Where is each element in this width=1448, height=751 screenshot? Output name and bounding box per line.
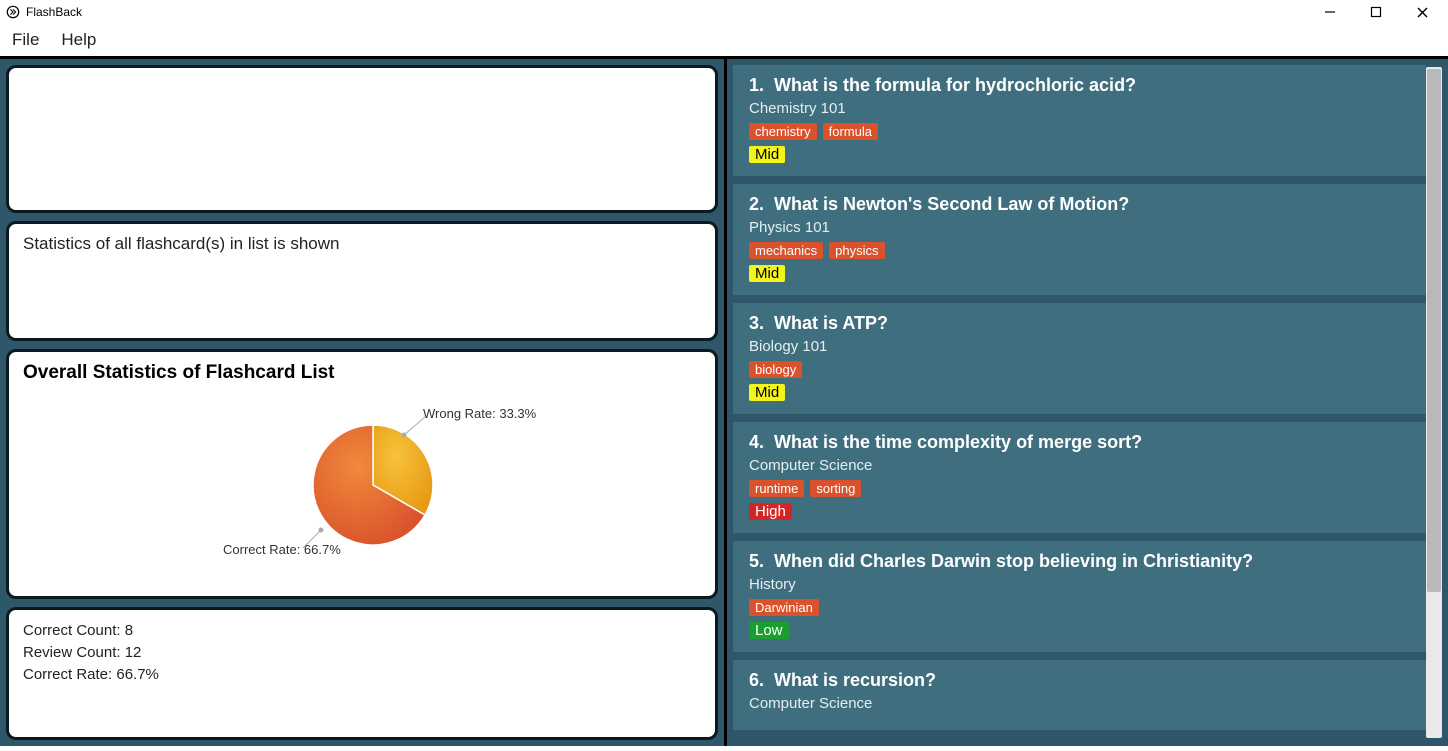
card-subject: History xyxy=(749,576,1410,593)
menu-file[interactable]: File xyxy=(12,30,39,50)
card-subject: Computer Science xyxy=(749,457,1410,474)
close-button[interactable] xyxy=(1408,2,1436,22)
tag-row: Darwinian xyxy=(749,599,1410,616)
card-subject: Chemistry 101 xyxy=(749,100,1410,117)
tag-row: chemistry formula xyxy=(749,123,1410,140)
priority-badge: Mid xyxy=(749,265,785,282)
card-question: 3. What is ATP? xyxy=(749,313,1410,334)
left-column: Statistics of all flashcard(s) in list i… xyxy=(0,59,724,746)
status-message: Statistics of all flashcard(s) in list i… xyxy=(23,234,340,253)
scrollbar[interactable] xyxy=(1426,67,1442,738)
pie-chart-svg xyxy=(23,390,701,580)
priority-badge: Mid xyxy=(749,384,785,401)
right-column: 1. What is the formula for hydrochloric … xyxy=(724,59,1448,746)
command-input-panel xyxy=(6,65,718,213)
priority-badge: Mid xyxy=(749,146,785,163)
card-question: 2. What is Newton's Second Law of Motion… xyxy=(749,194,1410,215)
card-question: 1. What is the formula for hydrochloric … xyxy=(749,75,1410,96)
pie-chart: Wrong Rate: 33.3% Correct Rate: 66.7% xyxy=(23,390,701,580)
stats-title: Overall Statistics of Flashcard List xyxy=(23,362,701,384)
tag-row: mechanics physics xyxy=(749,242,1410,259)
tag-row: runtime sorting xyxy=(749,480,1410,497)
tag: sorting xyxy=(810,480,861,497)
scrollbar-thumb[interactable] xyxy=(1427,69,1441,592)
menu-help[interactable]: Help xyxy=(61,30,96,50)
flashcard-item[interactable]: 6. What is recursion? Computer Science xyxy=(733,660,1426,730)
tag: biology xyxy=(749,361,802,378)
card-subject: Physics 101 xyxy=(749,219,1410,236)
priority-badge: Low xyxy=(749,622,789,639)
maximize-button[interactable] xyxy=(1362,2,1390,22)
card-question: 5. When did Charles Darwin stop believin… xyxy=(749,551,1410,572)
flashcard-item[interactable]: 5. When did Charles Darwin stop believin… xyxy=(733,541,1426,652)
card-subject: Computer Science xyxy=(749,695,1410,712)
main-area: Statistics of all flashcard(s) in list i… xyxy=(0,56,1448,746)
wrong-rate-label: Wrong Rate: 33.3% xyxy=(423,406,536,421)
flashcard-item[interactable]: 2. What is Newton's Second Law of Motion… xyxy=(733,184,1426,295)
title-bar: FlashBack xyxy=(0,0,1448,24)
tag: chemistry xyxy=(749,123,817,140)
correct-rate-label: Correct Rate: 66.7% xyxy=(223,542,341,557)
correct-count: Correct Count: 8 xyxy=(23,620,701,642)
review-count: Review Count: 12 xyxy=(23,642,701,664)
tag: mechanics xyxy=(749,242,823,259)
card-question: 6. What is recursion? xyxy=(749,670,1410,691)
correct-rate: Correct Rate: 66.7% xyxy=(23,664,701,686)
flashcard-list[interactable]: 1. What is the formula for hydrochloric … xyxy=(733,65,1444,740)
tag: physics xyxy=(829,242,884,259)
flashcard-item[interactable]: 3. What is ATP? Biology 101 biology Mid xyxy=(733,303,1426,414)
priority-badge: High xyxy=(749,503,792,520)
card-question: 4. What is the time complexity of merge … xyxy=(749,432,1410,453)
minimize-button[interactable] xyxy=(1316,2,1344,22)
app-icon xyxy=(6,5,20,19)
tag-row: biology xyxy=(749,361,1410,378)
card-subject: Biology 101 xyxy=(749,338,1410,355)
tag: runtime xyxy=(749,480,804,497)
message-panel: Statistics of all flashcard(s) in list i… xyxy=(6,221,718,341)
app-title: FlashBack xyxy=(26,5,82,19)
menu-bar: File Help xyxy=(0,24,1448,56)
flashcard-item[interactable]: 1. What is the formula for hydrochloric … xyxy=(733,65,1426,176)
tag: Darwinian xyxy=(749,599,819,616)
tag: formula xyxy=(823,123,878,140)
flashcard-item[interactable]: 4. What is the time complexity of merge … xyxy=(733,422,1426,533)
stats-panel: Overall Statistics of Flashcard List xyxy=(6,349,718,599)
counts-panel: Correct Count: 8 Review Count: 12 Correc… xyxy=(6,607,718,740)
command-input[interactable] xyxy=(23,78,701,200)
